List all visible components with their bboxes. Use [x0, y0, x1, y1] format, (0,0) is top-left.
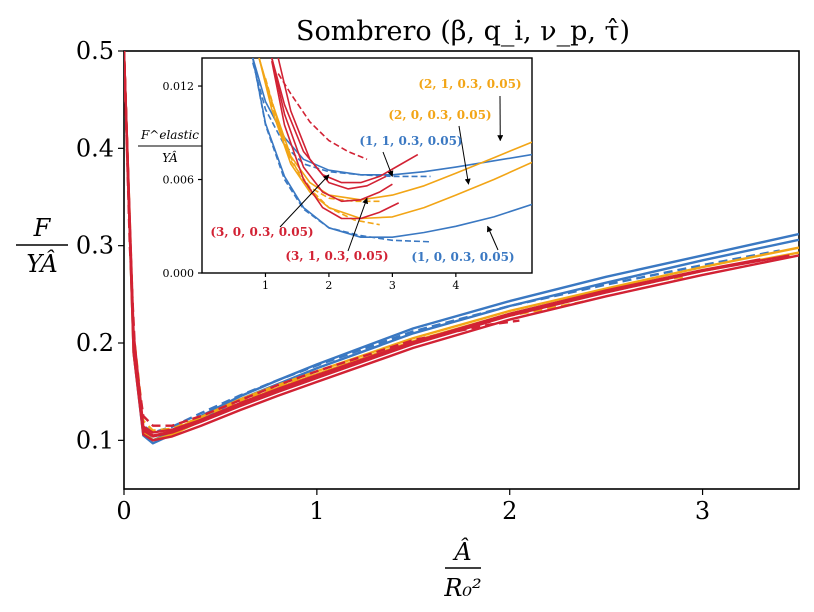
series-line-red-7 — [124, 51, 799, 442]
series-line-orange-dashed-7 — [264, 78, 380, 226]
y-tick-label: 0.012 — [163, 80, 195, 93]
y-tick-label: 0.1 — [76, 426, 114, 454]
y-tick-label: 0.000 — [163, 267, 195, 280]
main-axis-ticks: 0 1 2 3 0.1 0.2 0.3 0.4 0.5 — [76, 37, 710, 525]
annotation-label: (3, 0, 0.3, 0.05) — [210, 225, 313, 239]
x-tick-label: 2 — [325, 279, 332, 292]
series-line-red-11 — [277, 58, 387, 190]
annotation-arrow — [487, 225, 499, 251]
annotation-arrow — [347, 197, 368, 252]
series-line-orange-dashed-6 — [258, 58, 380, 203]
chart-title: Sombrero (β, q_i, ν_p, τ̂) — [296, 16, 630, 47]
series-line-red-dashed-11 — [124, 51, 520, 427]
annotation-label: (1, 1, 0.3, 0.05) — [359, 134, 462, 148]
x-tick-label: 3 — [389, 279, 396, 292]
annotation-arrow — [279, 174, 330, 228]
y-axis-label-numerator: F — [33, 214, 52, 242]
y-tick-label: 0.006 — [163, 174, 195, 187]
y-tick-label: 0.3 — [76, 232, 114, 260]
y-tick-label: 0.4 — [76, 134, 114, 162]
inset-y-axis-label-numerator: F^elastic — [140, 128, 199, 142]
annotation-arrow — [382, 151, 394, 177]
annotation-label: (2, 1, 0.3, 0.05) — [418, 77, 521, 91]
main-plot-frame — [123, 50, 800, 490]
series-line-red-dashed-12 — [277, 73, 368, 161]
annotation-label: (3, 1, 0.3, 0.05) — [285, 249, 388, 263]
x-axis-label-numerator: Â — [452, 537, 471, 566]
x-tick-label: 3 — [695, 497, 710, 525]
inset-annotations: (2, 1, 0.3, 0.05) (2, 0, 0.3, 0.05) (1, 1,… — [210, 77, 521, 264]
y-tick-label: 0.2 — [76, 329, 114, 357]
series-line-red-10 — [124, 51, 761, 437]
series-line-red-8 — [124, 51, 790, 438]
y-axis-label-denominator: YÂ — [26, 249, 57, 278]
series-line-blue-dashed-3 — [252, 58, 431, 243]
main-series-group — [124, 51, 799, 445]
inset-series-group — [252, 58, 532, 243]
annotation-arrow — [458, 125, 471, 185]
annotation-label: (1, 0, 0.3, 0.05) — [411, 250, 514, 264]
inset-y-axis-label-denominator: YÂ — [162, 150, 178, 165]
series-line-red-8 — [271, 58, 419, 184]
annotation-label: (2, 0, 0.3, 0.05) — [388, 108, 491, 122]
x-tick-label: 1 — [309, 497, 324, 525]
inset-axis-ticks: 1 2 3 4 0.000 0.006 0.012 — [163, 80, 460, 292]
series-line-blue-1 — [252, 58, 532, 238]
series-line-red-10 — [271, 60, 400, 220]
series-line-blue-dashed-2 — [124, 51, 780, 434]
x-tick-label: 0 — [116, 497, 131, 525]
y-tick-label: 0.5 — [76, 37, 114, 65]
x-tick-label: 2 — [502, 497, 517, 525]
x-tick-label: 4 — [452, 279, 459, 292]
x-axis-label-denominator: R₀² — [443, 574, 481, 602]
x-tick-label: 1 — [262, 279, 269, 292]
series-line-red-9 — [271, 58, 393, 203]
